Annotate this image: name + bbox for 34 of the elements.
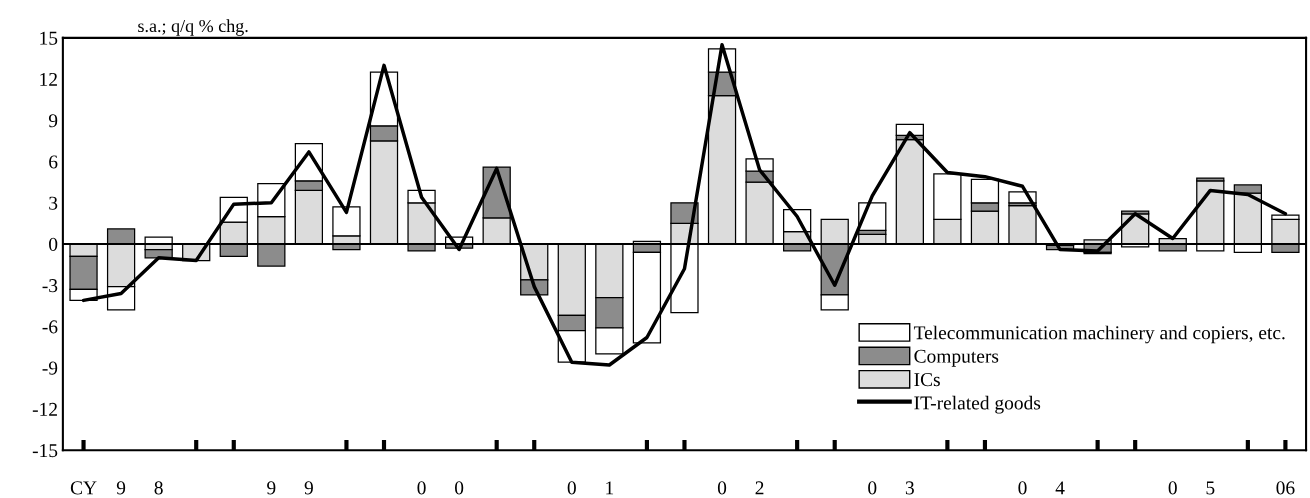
x-tick-label: 2 — [755, 481, 764, 495]
x-tick-label: 0 — [1168, 481, 1177, 495]
x-tick-label: 0 — [417, 481, 426, 495]
y-tick-label: 15 — [40, 31, 58, 45]
x-tick-label: 0 — [717, 481, 727, 495]
y-tick-label: -12 — [32, 402, 57, 416]
x-tick-label: 8 — [154, 481, 163, 495]
x-tick-label: 9 — [304, 481, 313, 495]
x-tick-label: 06 — [1276, 481, 1295, 495]
y-tick-label: 0 — [49, 237, 58, 251]
x-tick-label: 0 — [455, 481, 464, 495]
y-tick-label: -9 — [42, 361, 58, 375]
x-tick-label: 3 — [905, 481, 914, 495]
legend-label: IT-related goods — [914, 395, 1041, 414]
y-tick-label: -15 — [32, 444, 58, 458]
y-tick-label: 3 — [49, 196, 58, 210]
x-tick-label: 1 — [606, 481, 614, 495]
legend-label: ICs — [914, 373, 940, 387]
y-tick-label: -6 — [42, 320, 58, 334]
x-tick-label: 0 — [567, 481, 576, 495]
x-tick-label: CY — [70, 481, 97, 495]
y-tick-label: 9 — [48, 114, 58, 128]
x-tick-label: 0 — [868, 481, 877, 495]
y-tick-label: 12 — [40, 72, 57, 86]
x-tick-label: 5 — [1206, 481, 1215, 495]
legend-label: Telecommunication machinery and copiers, etc. — [913, 325, 1285, 344]
y-tick-label: -3 — [42, 279, 58, 293]
x-tick-label: 0 — [1018, 481, 1027, 495]
text: s.a.; q/q % chg. — [138, 19, 248, 36]
x-tick-label: 9 — [116, 481, 126, 495]
x-tick-label: 4 — [1055, 481, 1065, 495]
legend-label: Computers — [914, 349, 999, 367]
y-tick-label: 6 — [49, 155, 58, 169]
x-tick-label: 9 — [267, 481, 276, 495]
